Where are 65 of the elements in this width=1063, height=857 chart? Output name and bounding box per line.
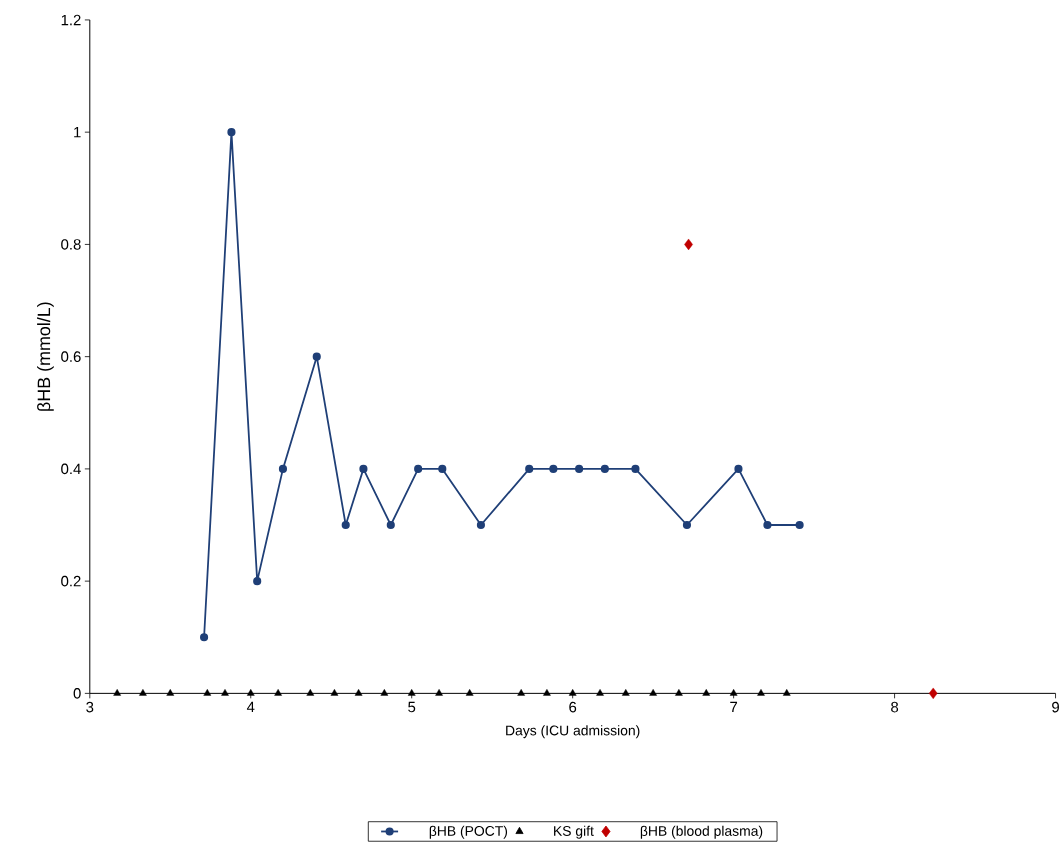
x-tick-label: 3: [86, 701, 94, 713]
point: [600, 464, 609, 473]
legend-label: KS gift: [554, 825, 594, 839]
point: [435, 688, 443, 696]
x-axis-title: Days (ICU admission): [506, 725, 640, 739]
point: [525, 464, 534, 473]
point: [795, 520, 804, 530]
point: [203, 688, 212, 696]
point: [274, 688, 282, 696]
point: [380, 688, 389, 696]
point: [568, 688, 577, 696]
point: [354, 688, 363, 696]
point: [359, 464, 368, 473]
x-tick-label: 4: [246, 701, 255, 713]
point: [139, 688, 147, 696]
legend-label: βHB (POCT): [429, 825, 508, 839]
point: [763, 520, 772, 530]
point: [166, 688, 175, 696]
x-tick-label: 6: [569, 701, 577, 713]
y-tick-label: 0.6: [61, 351, 81, 362]
point: [113, 688, 121, 696]
point: [312, 352, 321, 361]
point: [757, 688, 765, 696]
point: [549, 464, 558, 473]
x-tick-label: 9: [1052, 701, 1059, 713]
point: [682, 520, 692, 530]
y-tick-label: 1: [74, 127, 81, 138]
point: [476, 520, 486, 530]
y-tick-label: 0: [73, 688, 81, 699]
point: [227, 128, 236, 137]
point: [246, 688, 255, 696]
y-tick-label: 0.8: [61, 239, 81, 250]
point: [306, 688, 315, 696]
point: [517, 688, 525, 696]
point: [928, 687, 938, 700]
point: [253, 577, 262, 586]
y-axis-title: βHB (mmol/L): [37, 302, 54, 411]
point: [386, 520, 395, 530]
point: [702, 688, 711, 696]
point: [575, 464, 584, 473]
point: [278, 464, 288, 473]
point: [649, 688, 657, 696]
x-tick-label: 7: [730, 701, 738, 713]
point: [407, 688, 416, 696]
point: [341, 520, 350, 530]
point: [543, 688, 551, 696]
point: [438, 464, 447, 473]
point: [414, 464, 423, 473]
point: [465, 688, 474, 696]
point: [221, 688, 229, 696]
point: [782, 688, 791, 696]
point: [200, 633, 209, 642]
point: [596, 688, 604, 696]
y-tick-label: 1.2: [61, 14, 81, 26]
x-tick-label: 8: [891, 701, 899, 713]
point: [631, 464, 640, 473]
point: [675, 688, 683, 696]
point: [621, 688, 630, 696]
y-tick-label: 0.4: [61, 463, 81, 475]
y-tick-label: 0.2: [61, 575, 81, 587]
point: [729, 688, 738, 696]
point: [330, 688, 339, 696]
x-tick-label: 5: [408, 701, 416, 713]
point: [734, 464, 743, 473]
legend-label: βHB (blood plasma): [640, 825, 763, 839]
